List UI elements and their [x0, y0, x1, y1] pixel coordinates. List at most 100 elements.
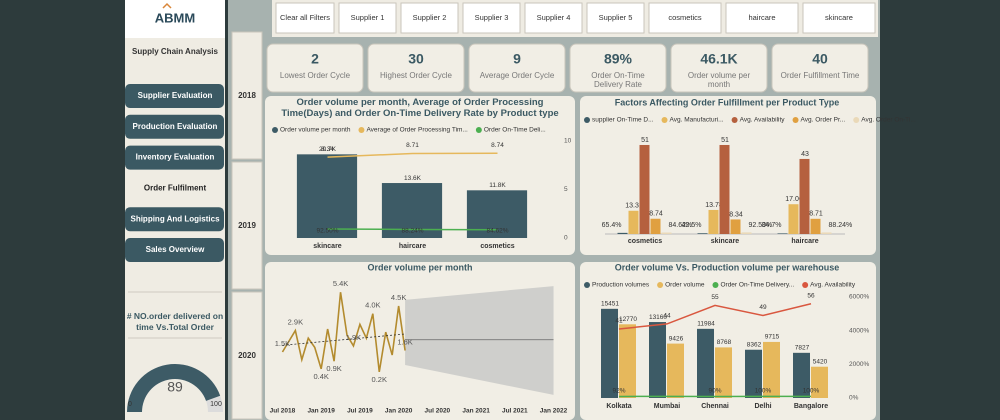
data-label: 2.9K [288, 318, 303, 327]
year-label[interactable]: 2019 [238, 221, 256, 230]
nav-label[interactable]: Sales Overview [146, 245, 205, 254]
filter-label[interactable]: Supplier 4 [537, 13, 571, 22]
filter-label[interactable]: Supplier 2 [413, 13, 447, 22]
bar [763, 341, 780, 398]
legend-label: Average of Order Processing Tim... [366, 127, 468, 134]
legend-label: Avg. Availability [740, 117, 786, 124]
y2-tick-label: 4000% [849, 327, 869, 334]
filter-button[interactable] [275, 2, 335, 34]
data-label: 20.7K [319, 146, 337, 153]
year-box[interactable] [231, 291, 263, 420]
kpi-value: 2 [311, 51, 319, 67]
x-tick-label: Jan 2022 [540, 408, 568, 415]
filter-button[interactable] [648, 2, 722, 34]
data-label: 9426 [669, 335, 684, 342]
x-tick-label: haircare [791, 238, 818, 245]
legend-marker [661, 117, 668, 123]
filter-button[interactable] [462, 2, 521, 34]
data-label: 1.5K [275, 339, 290, 348]
gauge-max-label: 100 [210, 401, 222, 408]
nav-label[interactable]: Shipping And Logistics [130, 214, 220, 223]
data-label: 4.5K [391, 293, 406, 302]
data-label: 42.5% [682, 222, 702, 229]
data-label: 8.74 [649, 211, 663, 218]
nav-button[interactable] [125, 114, 224, 139]
data-label: 8.74 [491, 142, 504, 149]
data-label: 49 [759, 304, 767, 311]
filter-button[interactable] [338, 2, 397, 34]
filter-label[interactable]: Supplier 1 [351, 13, 385, 22]
kpi-label: Highest Order Cycle [379, 71, 453, 80]
legend-marker [802, 282, 809, 288]
logo-area [125, 0, 225, 38]
legend-marker [712, 282, 719, 288]
legend-marker [657, 282, 664, 288]
kpi-label: Order Fulfillment Time [780, 71, 860, 80]
year-box[interactable] [231, 161, 263, 290]
kpi-value: 30 [408, 51, 424, 67]
filter-button[interactable] [725, 2, 799, 34]
filter-button[interactable] [802, 2, 876, 34]
kpi-card [771, 43, 869, 93]
data-label: 92% [612, 388, 625, 395]
data-label: 84.62% [669, 222, 693, 229]
filter-label[interactable]: Supplier 3 [475, 13, 509, 22]
gauge-min-label: 0 [128, 401, 132, 408]
nav-label[interactable]: Order Fulfilment [144, 184, 207, 193]
data-label: 43 [801, 151, 809, 158]
filter-label[interactable]: Supplier 5 [599, 13, 633, 22]
line-series [327, 228, 498, 231]
chart-title: Factors Affecting Order Fulfillment per … [615, 97, 840, 107]
bar [661, 232, 672, 234]
data-label: 34.7% [762, 222, 782, 229]
data-label: 5.4K [333, 279, 348, 288]
bar [719, 144, 730, 234]
bar [715, 347, 732, 398]
bar [639, 144, 650, 234]
logo-mark [162, 2, 172, 9]
filter-button[interactable] [524, 2, 583, 34]
forecast-band [405, 286, 554, 395]
nav-button[interactable] [125, 84, 224, 108]
data-label: 92.50% [749, 222, 773, 229]
bar [741, 232, 752, 234]
legend-marker [584, 282, 590, 288]
legend-label: Avg. Order On-Ti... [861, 117, 916, 124]
legend-label: Order volume [665, 282, 705, 289]
nav-label[interactable]: Supplier Evaluation [138, 91, 213, 100]
legend-label: Order On-Time Deli... [484, 127, 546, 134]
legend-marker [792, 117, 799, 123]
x-tick-label: Delhi [754, 403, 771, 410]
y2-tick-label: 6000% [849, 294, 869, 301]
legend-label: Order volume per month [280, 127, 351, 134]
year-label[interactable]: 2020 [238, 351, 256, 360]
x-tick-label: cosmetics [628, 238, 662, 245]
legend-marker [475, 127, 482, 133]
line-series [327, 152, 498, 158]
gauge-title: # NO.order delivered on time Vs.Total Or… [126, 311, 224, 332]
filter-label[interactable]: skincare [825, 13, 853, 22]
nav-label[interactable]: Production Evaluation [133, 122, 218, 131]
bar [788, 204, 799, 234]
data-label: 44 [663, 313, 671, 320]
data-label: 0.2K [372, 375, 387, 384]
filter-label[interactable]: cosmetics [668, 13, 702, 22]
year-box[interactable] [231, 31, 263, 160]
nav-button[interactable] [125, 145, 224, 170]
nav-button[interactable] [125, 207, 224, 232]
legend-marker [272, 127, 278, 133]
data-label: 88.24% [401, 228, 423, 235]
nav-button[interactable] [125, 238, 224, 262]
x-tick-label: Jul 2021 [502, 408, 528, 415]
filter-label[interactable]: haircare [748, 13, 775, 22]
filter-label[interactable]: Clear all Filters [280, 13, 330, 22]
year-label[interactable]: 2018 [238, 91, 256, 100]
bar [667, 343, 684, 398]
nav-label[interactable]: Inventory Evaluation [136, 153, 215, 162]
bar [697, 233, 708, 234]
filter-button[interactable] [400, 2, 459, 34]
filter-button[interactable] [586, 2, 645, 34]
legend-label: Avg. Manufacturi... [670, 117, 724, 124]
bar [601, 308, 618, 398]
x-tick-label: Jan 2021 [462, 408, 490, 415]
